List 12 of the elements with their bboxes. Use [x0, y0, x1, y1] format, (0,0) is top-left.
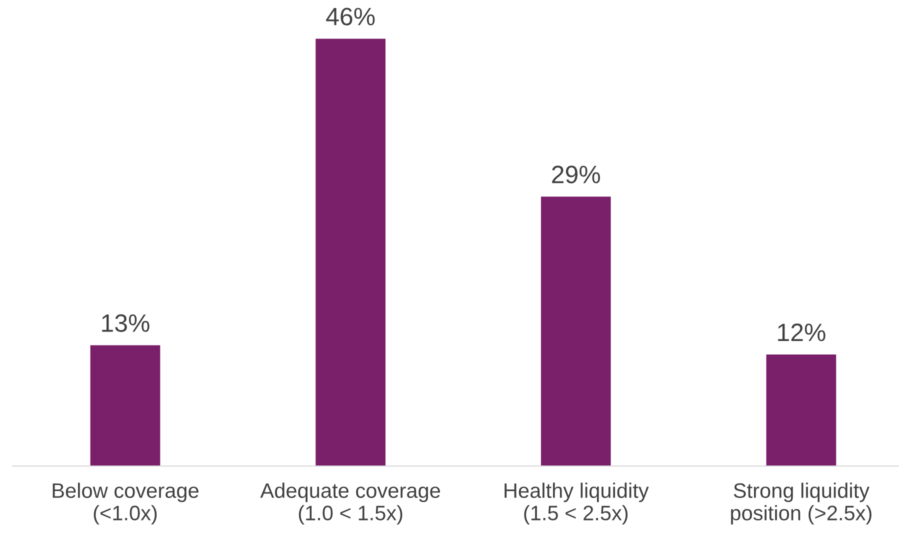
data-label: 46%	[326, 8, 375, 26]
x-tick-label: Strong liquidity position (>2.5x)	[731, 482, 872, 525]
x-tick-label: Below coverage (<1.0x)	[52, 482, 198, 525]
bar	[90, 345, 160, 466]
bar	[766, 354, 836, 466]
data-label: 29%	[552, 166, 600, 184]
data-label: 13%	[102, 314, 150, 332]
bar	[316, 38, 386, 466]
x-tick-label: Adequate coverage (1.0 < 1.5x)	[260, 482, 440, 525]
bar	[540, 196, 611, 466]
data-label: 12%	[778, 324, 826, 342]
x-tick-label: Healthy liquidity (1.5 < 2.5x)	[504, 482, 649, 525]
